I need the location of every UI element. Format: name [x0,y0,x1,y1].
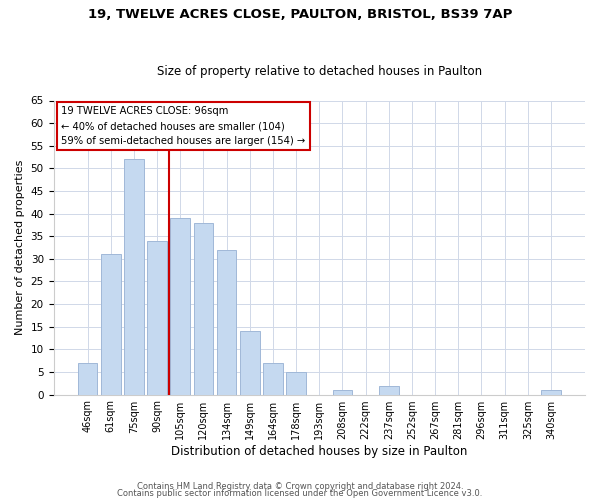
Bar [170,218,190,394]
Bar [124,160,144,394]
X-axis label: Distribution of detached houses by size in Paulton: Distribution of detached houses by size … [171,444,467,458]
Bar [147,241,167,394]
Bar [101,254,121,394]
Bar [332,390,352,394]
Text: Contains public sector information licensed under the Open Government Licence v3: Contains public sector information licen… [118,489,482,498]
Title: Size of property relative to detached houses in Paulton: Size of property relative to detached ho… [157,66,482,78]
Bar [77,363,97,394]
Bar [217,250,236,394]
Text: 19 TWELVE ACRES CLOSE: 96sqm
← 40% of detached houses are smaller (104)
59% of s: 19 TWELVE ACRES CLOSE: 96sqm ← 40% of de… [61,106,306,146]
Text: 19, TWELVE ACRES CLOSE, PAULTON, BRISTOL, BS39 7AP: 19, TWELVE ACRES CLOSE, PAULTON, BRISTOL… [88,8,512,20]
Bar [263,363,283,394]
Bar [240,331,260,394]
Bar [379,386,398,394]
Text: Contains HM Land Registry data © Crown copyright and database right 2024.: Contains HM Land Registry data © Crown c… [137,482,463,491]
Y-axis label: Number of detached properties: Number of detached properties [15,160,25,335]
Bar [541,390,561,394]
Bar [286,372,306,394]
Bar [194,222,213,394]
